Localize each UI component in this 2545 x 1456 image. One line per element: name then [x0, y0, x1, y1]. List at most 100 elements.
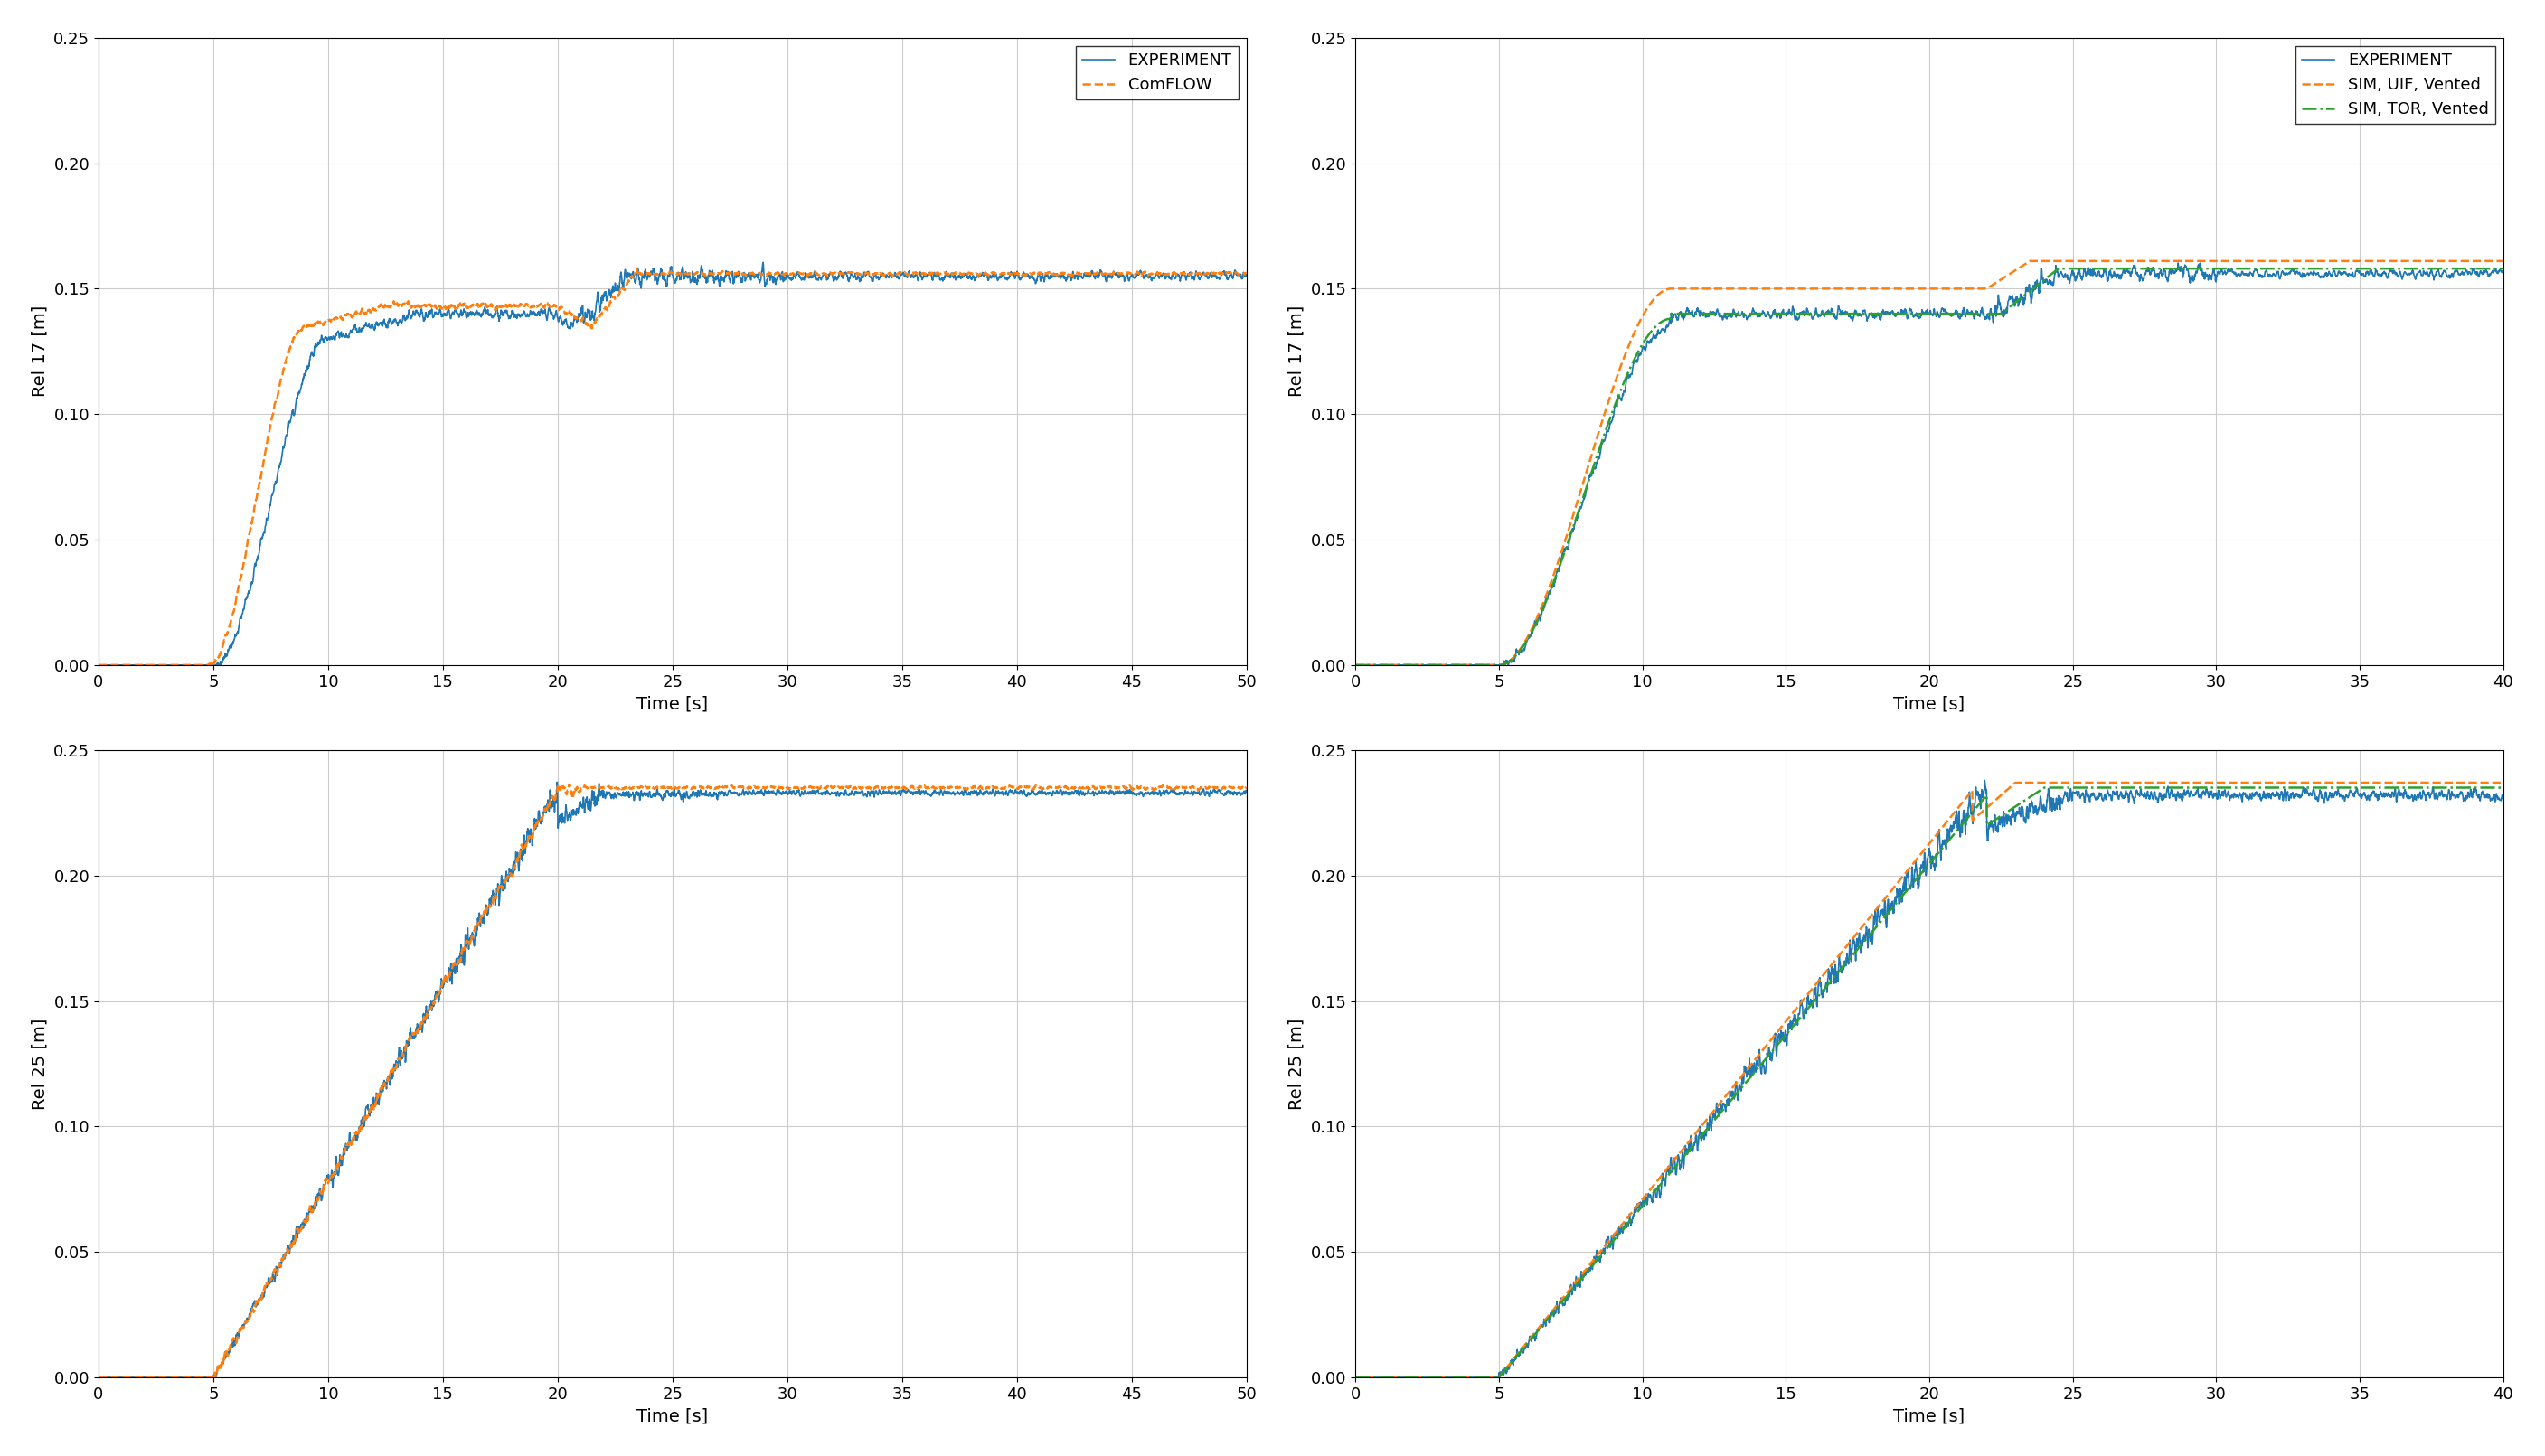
- SIM, UIF, Vented: [2395, 252, 2425, 269]
- SIM, TOR, Vented: [2044, 259, 2074, 277]
- ComFLOW: [771, 265, 802, 282]
- EXPERIMENT: [1886, 890, 1916, 907]
- EXPERIMENT: [2453, 265, 2484, 282]
- SIM, UIF, Vented: [2489, 252, 2520, 269]
- SIM, UIF, Vented: [1341, 1369, 1372, 1386]
- EXPERIMENT: [2173, 274, 2204, 291]
- SIM, TOR, Vented: [1822, 964, 1853, 981]
- ComFLOW: [84, 657, 115, 674]
- ComFLOW: [1028, 266, 1059, 284]
- SIM, UIF, Vented: [2489, 775, 2520, 792]
- EXPERIMENT: [522, 817, 552, 834]
- SIM, TOR, Vented: [2489, 779, 2520, 796]
- Y-axis label: Rel 25 [m]: Rel 25 [m]: [31, 1018, 48, 1109]
- SIM, UIF, Vented: [1832, 280, 1863, 297]
- ComFLOW: [1028, 780, 1059, 798]
- EXPERIMENT: [1232, 782, 1262, 799]
- ComFLOW: [939, 779, 970, 796]
- Line: ComFLOW: ComFLOW: [99, 785, 1247, 1377]
- Line: EXPERIMENT: EXPERIMENT: [1356, 264, 2504, 665]
- X-axis label: Time [s]: Time [s]: [1893, 1408, 1965, 1424]
- EXPERIMENT: [1028, 783, 1059, 801]
- X-axis label: Time [s]: Time [s]: [636, 1408, 708, 1424]
- EXPERIMENT: [1341, 657, 1372, 674]
- EXPERIMENT: [2173, 788, 2204, 805]
- EXPERIMENT: [542, 773, 573, 791]
- SIM, TOR, Vented: [2173, 259, 2204, 277]
- EXPERIMENT: [293, 360, 323, 377]
- ComFLOW: [830, 265, 860, 282]
- Legend: EXPERIMENT, ComFLOW: EXPERIMENT, ComFLOW: [1077, 47, 1239, 99]
- SIM, TOR, Vented: [1822, 304, 1853, 322]
- SIM, UIF, Vented: [2016, 252, 2046, 269]
- EXPERIMENT: [771, 785, 802, 802]
- SIM, TOR, Vented: [2453, 779, 2484, 796]
- EXPERIMENT: [830, 782, 860, 799]
- EXPERIMENT: [2489, 264, 2520, 281]
- Line: SIM, UIF, Vented: SIM, UIF, Vented: [1356, 261, 2504, 665]
- SIM, UIF, Vented: [1886, 871, 1916, 888]
- SIM, UIF, Vented: [2173, 252, 2204, 269]
- SIM, UIF, Vented: [1832, 938, 1863, 955]
- EXPERIMENT: [2395, 788, 2425, 805]
- Y-axis label: Rel 17 [m]: Rel 17 [m]: [31, 306, 48, 397]
- SIM, TOR, Vented: [2395, 779, 2425, 796]
- SIM, UIF, Vented: [2453, 775, 2484, 792]
- EXPERIMENT: [84, 657, 115, 674]
- EXPERIMENT: [1822, 303, 1853, 320]
- Line: EXPERIMENT: EXPERIMENT: [1356, 780, 2504, 1377]
- X-axis label: Time [s]: Time [s]: [1893, 695, 1965, 712]
- SIM, UIF, Vented: [1886, 280, 1916, 297]
- EXPERIMENT: [748, 253, 779, 271]
- ComFLOW: [84, 1369, 115, 1386]
- EXPERIMENT: [1886, 304, 1916, 322]
- EXPERIMENT: [2489, 789, 2520, 807]
- ComFLOW: [624, 261, 654, 278]
- ComFLOW: [293, 317, 323, 335]
- ComFLOW: [830, 779, 860, 796]
- EXPERIMENT: [293, 1204, 323, 1222]
- ComFLOW: [293, 1213, 323, 1230]
- SIM, TOR, Vented: [2028, 779, 2059, 796]
- EXPERIMENT: [1232, 265, 1262, 282]
- EXPERIMENT: [1341, 1369, 1372, 1386]
- EXPERIMENT: [1822, 967, 1853, 984]
- ComFLOW: [522, 297, 552, 314]
- SIM, UIF, Vented: [2395, 775, 2425, 792]
- SIM, TOR, Vented: [1886, 890, 1916, 907]
- Line: EXPERIMENT: EXPERIMENT: [99, 782, 1247, 1377]
- Line: SIM, TOR, Vented: SIM, TOR, Vented: [1356, 268, 2504, 665]
- SIM, TOR, Vented: [2173, 779, 2204, 796]
- EXPERIMENT: [1970, 772, 2000, 789]
- EXPERIMENT: [939, 268, 970, 285]
- SIM, TOR, Vented: [1886, 304, 1916, 322]
- SIM, UIF, Vented: [2000, 775, 2031, 792]
- Y-axis label: Rel 25 [m]: Rel 25 [m]: [1288, 1018, 1306, 1109]
- SIM, UIF, Vented: [1341, 657, 1372, 674]
- SIM, UIF, Vented: [2173, 775, 2204, 792]
- EXPERIMENT: [1028, 265, 1059, 282]
- EXPERIMENT: [939, 785, 970, 802]
- SIM, UIF, Vented: [1822, 948, 1853, 965]
- ComFLOW: [555, 776, 585, 794]
- Legend: EXPERIMENT, SIM, UIF, Vented, SIM, TOR, Vented: EXPERIMENT, SIM, UIF, Vented, SIM, TOR, …: [2296, 47, 2494, 124]
- EXPERIMENT: [2163, 255, 2194, 272]
- SIM, TOR, Vented: [1341, 1369, 1372, 1386]
- SIM, UIF, Vented: [1822, 280, 1853, 297]
- ComFLOW: [1232, 779, 1262, 796]
- Line: EXPERIMENT: EXPERIMENT: [99, 262, 1247, 665]
- EXPERIMENT: [1832, 952, 1863, 970]
- SIM, TOR, Vented: [2453, 259, 2484, 277]
- EXPERIMENT: [771, 265, 802, 282]
- Line: SIM, TOR, Vented: SIM, TOR, Vented: [1356, 788, 2504, 1377]
- SIM, TOR, Vented: [1341, 657, 1372, 674]
- SIM, TOR, Vented: [1832, 954, 1863, 971]
- SIM, TOR, Vented: [2395, 259, 2425, 277]
- X-axis label: Time [s]: Time [s]: [636, 695, 708, 712]
- SIM, TOR, Vented: [2489, 259, 2520, 277]
- ComFLOW: [771, 779, 802, 796]
- Y-axis label: Rel 17 [m]: Rel 17 [m]: [1288, 306, 1306, 397]
- EXPERIMENT: [830, 265, 860, 282]
- EXPERIMENT: [2395, 264, 2425, 281]
- SIM, TOR, Vented: [1832, 304, 1863, 322]
